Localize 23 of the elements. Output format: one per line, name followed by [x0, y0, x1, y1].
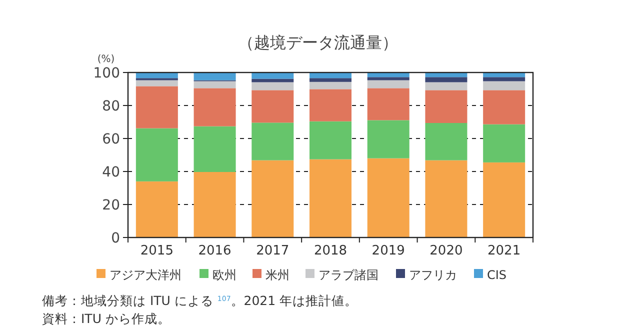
y-tick-label: 60	[102, 132, 120, 148]
legend-label: アフリカ	[409, 268, 457, 282]
y-tick-label: 80	[102, 98, 120, 114]
y-tick-label: 40	[102, 164, 120, 180]
y-tick-label: 100	[93, 66, 120, 82]
chart-title: （越境データ流通量）	[238, 33, 398, 52]
x-tick-label: 2021	[488, 244, 521, 258]
x-tick-label: 2015	[140, 244, 174, 258]
legend-label: CIS	[487, 268, 507, 282]
text: 備考：地域分類は ITU による $^{107}$。2021 年は推計値。	[42, 293, 358, 308]
x-tick-label: 2016	[198, 244, 232, 258]
y-axis-title: (%)	[97, 54, 115, 65]
y-tick-label: 0	[111, 230, 120, 246]
x-tick-label: 2018	[314, 244, 348, 258]
legend-label: 欧州	[212, 268, 236, 282]
legend-label: アラブ諸国	[318, 268, 378, 282]
x-tick-label: 2019	[372, 244, 405, 258]
legend-label: 米州	[266, 268, 290, 282]
x-tick-label: 2020	[430, 244, 463, 258]
y-tick-label: 20	[102, 198, 120, 214]
text: 資料：ITU から作成。	[42, 311, 170, 326]
legend-label: アジア大洋州	[110, 268, 182, 282]
x-tick-label: 2017	[256, 244, 290, 258]
